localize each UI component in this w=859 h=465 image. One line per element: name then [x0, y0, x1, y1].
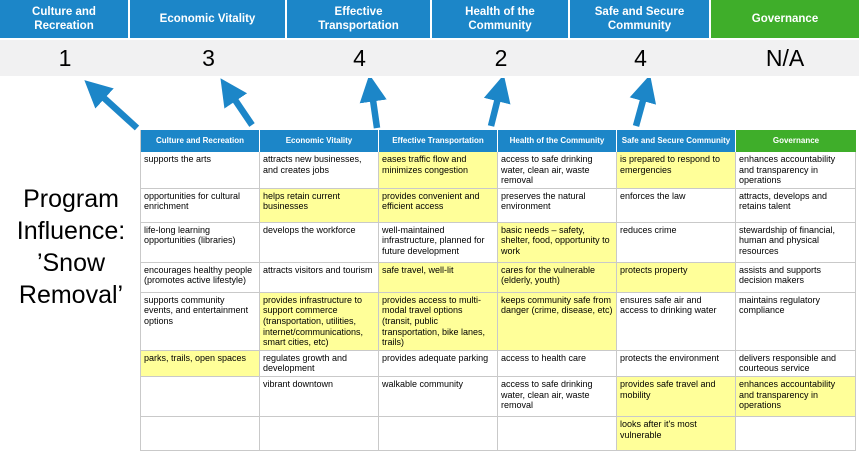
influence-table: Culture and Recreation Economic Vitality…	[140, 130, 856, 452]
arrow-health	[483, 78, 511, 127]
matrix-cell: enhances accountability and transparency…	[736, 377, 856, 418]
matrix-cell	[260, 417, 379, 452]
matrix-cell	[141, 377, 260, 418]
matrix-cell: provides adequate parking	[379, 350, 498, 378]
program-title: Program Influence: ’Snow Removal’	[1, 183, 141, 311]
matrix-cell: looks after it's most vulnerable	[617, 417, 736, 452]
matrix-cell: is prepared to respond to emergencies	[617, 152, 736, 189]
arrows	[84, 78, 657, 131]
arrow-safety	[629, 78, 657, 127]
matrix-cell: ensures safe air and access to drinking …	[617, 292, 736, 351]
program-title-line: Removal’	[18, 281, 124, 309]
program-title-line: Influence:	[16, 217, 126, 245]
matrix-cell: vibrant downtown	[260, 377, 379, 418]
matrix-cell: access to safe drinking water, clean air…	[498, 152, 617, 189]
matrix-cell: attracts new businesses, and creates job…	[260, 152, 379, 189]
score-governance: N/A	[765, 44, 805, 71]
table-row: encourages healthy people (promotes acti…	[141, 262, 856, 293]
arrow-transportation	[359, 78, 387, 129]
table-row: looks after it's most vulnerable	[141, 417, 856, 452]
score-value-row: 1 3 4 2 4 N/A	[0, 40, 859, 76]
table-row: supports the arts attracts new businesses…	[141, 152, 856, 189]
matrix-cell: encourages healthy people (promotes acti…	[141, 262, 260, 293]
score-header-transportation: Effective Transportation	[287, 0, 432, 38]
matrix-cell	[736, 417, 856, 452]
matrix-cell: enforces the law	[617, 188, 736, 223]
matrix-cell: opportunities for cultural enrichment	[141, 188, 260, 223]
matrix-cell: regulates growth and development	[260, 350, 379, 378]
arrow-economic	[220, 78, 255, 127]
table-row: supports community events, and entertain…	[141, 292, 856, 351]
table-header-transportation: Effective Transportation	[379, 130, 498, 152]
matrix-cell: life-long learning opportunities (librar…	[141, 222, 260, 263]
matrix-cell	[379, 417, 498, 452]
score-health: 2	[494, 44, 508, 71]
matrix-cell: eases traffic flow and minimizes congest…	[379, 152, 498, 189]
program-title-line: Program	[23, 185, 119, 213]
score-header-safety: Safe and Secure Community	[570, 0, 711, 38]
matrix-cell: provides infrastructure to support comme…	[260, 292, 379, 351]
matrix-cell: basic needs – safety, shelter, food, opp…	[498, 222, 617, 263]
program-title-line: ’Snow	[36, 249, 106, 277]
matrix-cell	[141, 417, 260, 452]
matrix-cell: access to health care	[498, 350, 617, 378]
matrix-cell: preserves the natural environment	[498, 188, 617, 223]
matrix-cell: reduces crime	[617, 222, 736, 263]
arrow-culture	[84, 80, 140, 131]
table-row: parks, trails, open spaces regulates grow…	[141, 350, 856, 378]
table-header-safety: Safe and Secure Community	[617, 130, 736, 152]
matrix-cell: access to safe drinking water, clean air…	[498, 377, 617, 418]
table-header-health: Health of the Community	[498, 130, 617, 152]
matrix-cell: supports the arts	[141, 152, 260, 189]
matrix-cell: attracts visitors and tourism	[260, 262, 379, 293]
table-header-culture: Culture and Recreation	[141, 130, 260, 152]
matrix-cell: stewardship of financial, human and phys…	[736, 222, 856, 263]
matrix-cell: protects the environment	[617, 350, 736, 378]
table-header-economic: Economic Vitality	[260, 130, 379, 152]
table-header-governance: Governance	[736, 130, 856, 152]
matrix-cell: parks, trails, open spaces	[141, 350, 260, 378]
matrix-cell: provides safe travel and mobility	[617, 377, 736, 418]
matrix-cell: protects property	[617, 262, 736, 293]
score-header-economic: Economic Vitality	[130, 0, 287, 38]
matrix-cell	[498, 417, 617, 452]
matrix-cell: maintains regulatory compliance	[736, 292, 856, 351]
matrix-cell: walkable community	[379, 377, 498, 418]
table-row: opportunities for cultural enrichment hel…	[141, 188, 856, 223]
matrix-cell: keeps community safe from danger (crime,…	[498, 292, 617, 351]
score-safety: 4	[634, 44, 647, 71]
score-culture: 1	[58, 44, 72, 71]
score-header-governance: Governance	[711, 0, 859, 38]
matrix-cell: provides convenient and efficient access	[379, 188, 498, 223]
matrix-cell: well-maintained infrastructure, planned …	[379, 222, 498, 263]
matrix-cell: supports community events, and entertain…	[141, 292, 260, 351]
score-header-health: Health of the Community	[432, 0, 570, 38]
table-body: supports the arts attracts new businesses…	[141, 152, 856, 452]
score-header-row: Culture and Recreation Economic Vitality…	[0, 0, 859, 38]
matrix-cell: assists and supports decision makers	[736, 262, 856, 293]
matrix-cell: attracts, develops and retains talent	[736, 188, 856, 223]
matrix-cell: helps retain current businesses	[260, 188, 379, 223]
table-row: vibrant downtown walkable community access…	[141, 377, 856, 418]
score-transportation: 4	[353, 44, 366, 71]
matrix-cell: enhances accountability and transparency…	[736, 152, 856, 189]
matrix-cell: cares for the vulnerable (elderly, youth…	[498, 262, 617, 293]
matrix-cell: develops the workforce	[260, 222, 379, 263]
matrix-cell: safe travel, well-lit	[379, 262, 498, 293]
table-row: life-long learning opportunities (librar…	[141, 222, 856, 263]
matrix-cell: provides access to multi-modal travel op…	[379, 292, 498, 351]
score-economic: 3	[202, 44, 215, 71]
score-header-culture: Culture and Recreation	[0, 0, 130, 38]
table-header-row: Culture and Recreation Economic Vitality…	[141, 130, 856, 152]
matrix-cell: delivers responsible and courteous servi…	[736, 350, 856, 378]
